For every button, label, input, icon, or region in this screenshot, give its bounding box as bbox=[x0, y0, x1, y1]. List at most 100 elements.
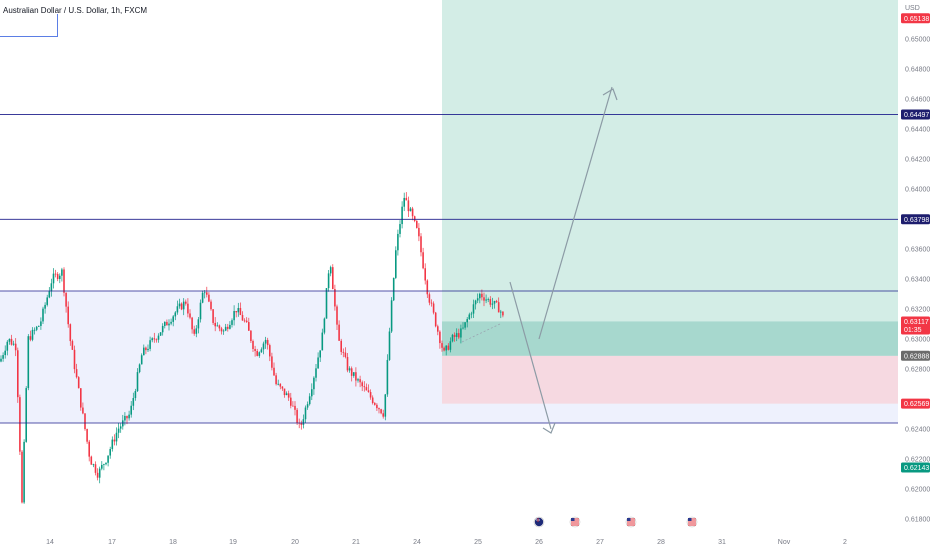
candle-body bbox=[248, 322, 250, 331]
candle-body bbox=[397, 233, 399, 251]
candle-body bbox=[281, 386, 284, 389]
time-tick-label: 24 bbox=[413, 539, 421, 546]
flag-stripe bbox=[571, 522, 579, 524]
candle-body bbox=[445, 345, 447, 351]
candle-body bbox=[203, 292, 206, 294]
candle-body bbox=[241, 314, 244, 321]
price-tick-label: 0.64200 bbox=[905, 157, 930, 164]
candle-body bbox=[182, 301, 185, 310]
candle-body bbox=[88, 441, 90, 457]
candle-body bbox=[258, 352, 261, 356]
candle-body bbox=[143, 347, 145, 356]
candle-body bbox=[302, 419, 305, 425]
time-tick-label: 26 bbox=[535, 539, 543, 546]
candle-body bbox=[12, 343, 15, 345]
candle-body bbox=[367, 390, 370, 393]
candle-body bbox=[245, 320, 248, 323]
candle-body bbox=[418, 227, 420, 237]
candle-body bbox=[451, 334, 454, 342]
candle-body bbox=[432, 303, 435, 313]
flag-stripe bbox=[571, 524, 579, 526]
candle-body bbox=[77, 377, 80, 389]
candle-body bbox=[487, 299, 489, 300]
candle-body bbox=[161, 325, 164, 333]
candle-body bbox=[350, 368, 353, 376]
au-flag-icon[interactable] bbox=[533, 516, 545, 528]
candle-body bbox=[422, 252, 424, 269]
time-tick-label: 17 bbox=[108, 539, 116, 546]
candle-body bbox=[269, 345, 271, 357]
us-flag-icon[interactable] bbox=[569, 516, 581, 528]
currency-label: USD bbox=[905, 5, 920, 12]
candle-body bbox=[489, 299, 492, 305]
candle-body bbox=[285, 393, 288, 396]
candle-body bbox=[233, 311, 235, 321]
candle-body bbox=[437, 326, 439, 332]
candle-body bbox=[481, 293, 483, 298]
countdown-label: 01:35 bbox=[904, 327, 922, 334]
us-flag-icon[interactable] bbox=[686, 516, 698, 528]
candle-body bbox=[98, 468, 101, 478]
time-tick-label: 20 bbox=[291, 539, 299, 546]
candle-body bbox=[136, 372, 139, 392]
candle-body bbox=[443, 347, 445, 351]
candle-body bbox=[300, 422, 303, 425]
candle-body bbox=[416, 220, 418, 228]
price-badge-label: 0.64497 bbox=[904, 112, 929, 119]
price-badge-label: 0.63117 bbox=[904, 319, 929, 326]
time-tick-label: 25 bbox=[474, 539, 482, 546]
flag-stripe bbox=[688, 520, 696, 522]
candle-body bbox=[386, 359, 389, 395]
candle-body bbox=[466, 319, 468, 323]
candle-body bbox=[441, 343, 443, 348]
us-flag-icon[interactable] bbox=[625, 516, 637, 528]
candle-body bbox=[260, 349, 263, 353]
candle-body bbox=[168, 323, 170, 326]
candle-body bbox=[101, 464, 103, 469]
candle-body bbox=[33, 329, 36, 331]
candle-body bbox=[229, 324, 231, 329]
candle-body bbox=[103, 464, 105, 466]
price-badge bbox=[901, 462, 930, 473]
candle-body bbox=[294, 405, 296, 410]
candle-body bbox=[315, 368, 317, 378]
candle-body bbox=[296, 409, 298, 423]
candle-body bbox=[67, 306, 69, 325]
candle-body bbox=[266, 339, 269, 346]
flag-canton bbox=[688, 518, 692, 521]
candle-body bbox=[449, 341, 452, 350]
candle-body bbox=[44, 304, 46, 309]
candle-body bbox=[308, 396, 311, 405]
loss-zone bbox=[442, 355, 898, 404]
flag-stripe bbox=[627, 522, 635, 524]
flag-stripe bbox=[688, 524, 696, 526]
price-tick-label: 0.62000 bbox=[905, 487, 930, 494]
candle-body bbox=[401, 206, 403, 225]
candle-body bbox=[273, 367, 275, 376]
candle-body bbox=[31, 329, 34, 340]
candle-body bbox=[277, 383, 279, 385]
time-tick-label: 21 bbox=[352, 539, 360, 546]
candle-body bbox=[329, 267, 332, 274]
legend-box[interactable] bbox=[0, 14, 58, 37]
candle-body bbox=[313, 377, 315, 390]
candle-body bbox=[23, 441, 25, 503]
candle-body bbox=[191, 317, 193, 330]
candle-body bbox=[455, 333, 458, 337]
flag-stripe bbox=[627, 520, 635, 522]
candle-body bbox=[206, 292, 208, 295]
candle-body bbox=[434, 312, 437, 327]
candle-body bbox=[458, 333, 460, 338]
price-tick-label: 0.64400 bbox=[905, 127, 930, 134]
candle-body bbox=[250, 330, 252, 341]
candle-body bbox=[399, 224, 401, 234]
candle-body bbox=[327, 273, 330, 289]
candle-body bbox=[180, 303, 183, 310]
candle-body bbox=[113, 439, 116, 442]
candle-body bbox=[111, 439, 114, 450]
candle-body bbox=[25, 388, 27, 442]
time-tick-label: 27 bbox=[596, 539, 604, 546]
candle-body bbox=[197, 319, 200, 329]
candle-body bbox=[378, 408, 380, 410]
